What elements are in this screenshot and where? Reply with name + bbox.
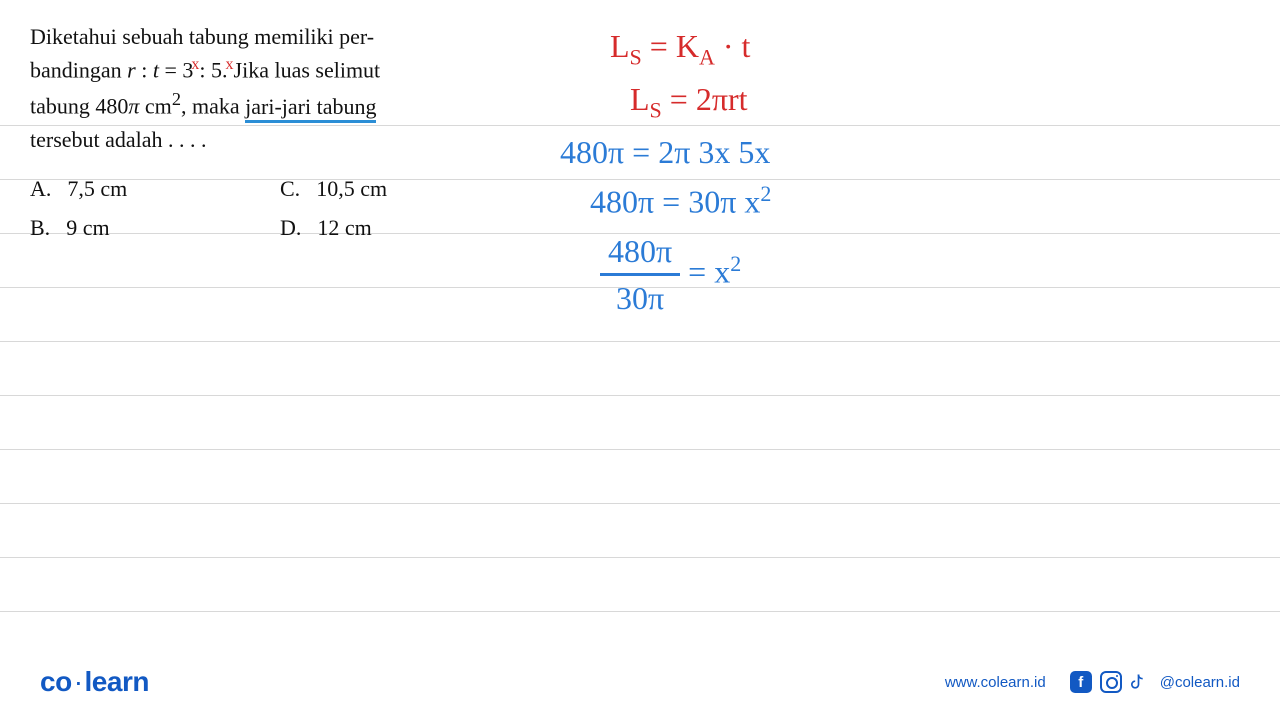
brand-logo: co·learn — [40, 666, 149, 698]
q-colon1: : — [136, 57, 153, 82]
hw-line-5: 480π 30π = x2 — [550, 229, 1250, 322]
hw1-b: = K — [642, 28, 699, 64]
q-line3b: , maka — [181, 94, 245, 119]
hw-line-1: LS = KA · t — [550, 24, 1250, 73]
hw-frac-num: 480π — [600, 229, 680, 277]
footer-url: www.colearn.id — [945, 674, 1046, 691]
logo-learn: learn — [85, 666, 149, 697]
hw1-c: · t — [715, 28, 751, 64]
q-line4: tersebut adalah . . . . — [30, 127, 207, 152]
q-colon2: : 5. — [199, 57, 227, 82]
q-pi: π — [128, 94, 139, 119]
q-underlined: jari-jari tabung — [245, 94, 376, 123]
hw5-sup: 2 — [730, 251, 741, 276]
red-x-2: x — [226, 53, 234, 77]
hw-line-4: 480π = 30π x2 — [550, 179, 1250, 224]
opt-d-text: 12 cm — [317, 211, 371, 244]
question-block: Diketahui sebuah tabung memiliki per- ba… — [30, 20, 510, 325]
handwritten-work: LS = KA · t LS = 2πrt 480π = 2π 3x 5x 48… — [550, 20, 1250, 325]
opt-d-label: D. — [280, 211, 301, 244]
instagram-icon — [1100, 671, 1122, 693]
footer: co·learn www.colearn.id f @colearn.id — [0, 666, 1280, 698]
footer-handle: @colearn.id — [1160, 674, 1240, 691]
q-r: r — [127, 57, 136, 82]
opt-a-label: A. — [30, 172, 51, 205]
hw1-a: L — [610, 28, 630, 64]
facebook-icon: f — [1070, 671, 1092, 693]
option-b: B. 9 cm — [30, 211, 260, 244]
hw-line-3: 480π = 2π 3x 5x — [550, 130, 1250, 175]
q-line1: Diketahui sebuah tabung memiliki per- — [30, 24, 374, 49]
option-d: D. 12 cm — [280, 211, 510, 244]
hw-frac-den: 30π — [600, 276, 680, 321]
q-line2b: Jika luas selimut — [234, 57, 381, 82]
hw4-a: 480π = 30π x — [590, 184, 760, 220]
option-c: C. 10,5 cm — [280, 172, 510, 205]
content-area: Diketahui sebuah tabung memiliki per- ba… — [0, 0, 1280, 325]
opt-c-label: C. — [280, 172, 300, 205]
option-a: A. 7,5 cm — [30, 172, 260, 205]
hw-fraction: 480π 30π — [600, 229, 680, 322]
question-text: Diketahui sebuah tabung memiliki per- ba… — [30, 20, 510, 156]
opt-c-text: 10,5 cm — [316, 172, 387, 205]
hw4-sup: 2 — [760, 181, 771, 206]
hw5-eq: = x — [680, 253, 730, 289]
q-cm2a: cm — [139, 94, 171, 119]
hw2-sub: S — [650, 98, 662, 123]
hw2-a: L — [630, 81, 650, 117]
hw2-b: = 2πrt — [662, 81, 748, 117]
logo-co: co — [40, 666, 72, 697]
q-line2a: bandingan — [30, 57, 127, 82]
logo-dot: · — [74, 666, 83, 697]
q-cm2sup: 2 — [172, 89, 181, 109]
hw-line-2: LS = 2πrt — [550, 77, 1250, 126]
answer-options: A. 7,5 cm C. 10,5 cm B. 9 cm D. 12 cm — [30, 172, 510, 244]
hw1-sub: S — [630, 44, 642, 69]
opt-a-text: 7,5 cm — [67, 172, 127, 205]
social-icons: f @colearn.id — [1070, 671, 1240, 693]
hw1-sub2: A — [699, 44, 715, 69]
opt-b-label: B. — [30, 211, 50, 244]
footer-right: www.colearn.id f @colearn.id — [945, 671, 1240, 693]
tiktok-icon — [1130, 671, 1152, 693]
q-line3a: tabung 480 — [30, 94, 128, 119]
q-eq: = 3 — [159, 57, 193, 82]
opt-b-text: 9 cm — [66, 211, 109, 244]
